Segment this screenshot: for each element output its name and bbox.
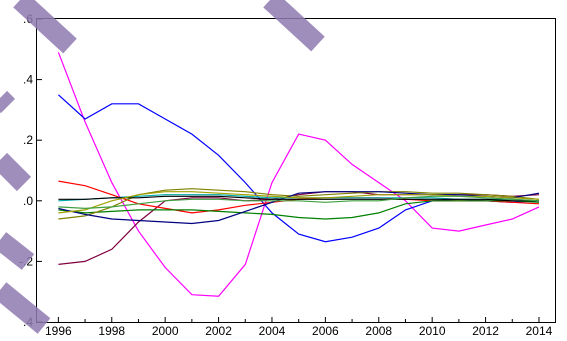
x-tick-label: 2010: [419, 324, 446, 338]
label-layer: .4-.2.0.2.4.6199619982000200220042006200…: [19, 12, 553, 338]
series-layer: [57, 52, 540, 297]
series-line-3: [58, 191, 540, 265]
x-tick-label: 2008: [365, 324, 392, 338]
y-tick-label: .4: [23, 73, 33, 87]
y-tick-label: .2: [23, 133, 33, 147]
x-tick-label: 1998: [98, 324, 125, 338]
tick-layer: [37, 18, 540, 323]
plot-frame: [36, 18, 556, 323]
series-line-7: [58, 191, 540, 225]
series-line-9: [58, 195, 539, 202]
y-tick-label: .0: [23, 194, 33, 208]
x-tick-label: 2000: [152, 324, 179, 338]
x-tick-label: 1996: [45, 324, 72, 338]
diagonal-watermark-stripes: [0, 0, 325, 334]
x-tick-label: 2004: [259, 324, 286, 338]
x-tick-label: 2006: [312, 324, 339, 338]
x-tick-label: 2014: [526, 324, 553, 338]
series-line-1: [57, 52, 540, 297]
x-tick-label: 2012: [472, 324, 499, 338]
series-line-5: [58, 200, 540, 220]
series-line-11: [58, 195, 540, 210]
x-tick-label: 2002: [205, 324, 232, 338]
